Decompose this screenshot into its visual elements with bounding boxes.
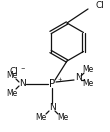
Text: N: N [75,74,81,82]
Text: Me: Me [82,65,94,74]
Text: Me: Me [6,88,18,98]
Text: Cl: Cl [96,1,105,11]
Text: Me: Me [57,114,69,122]
Text: Cl: Cl [10,67,18,77]
Text: +: + [58,77,62,82]
Text: −: − [20,67,25,72]
Text: P: P [49,79,55,89]
Text: N: N [49,103,55,112]
Text: Me: Me [35,114,47,122]
Text: Me: Me [82,79,94,88]
Text: N: N [19,79,25,88]
Text: Me: Me [6,70,18,79]
